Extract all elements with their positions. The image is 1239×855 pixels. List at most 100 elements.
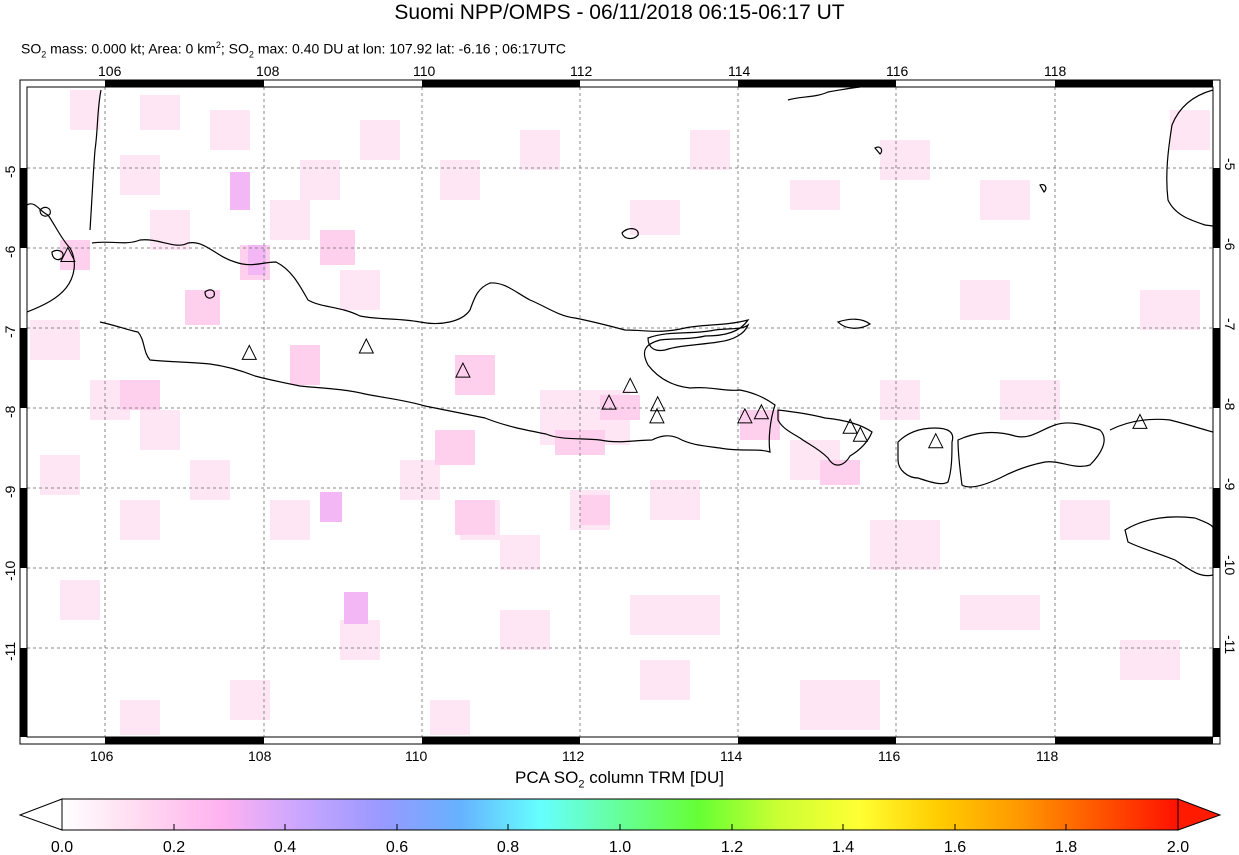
colorbar-tick: 1.6 [944, 839, 966, 855]
colorbar-tick: 1.2 [721, 839, 743, 855]
colorbar-under-arrow [18, 798, 63, 831]
lat-tick: -10 [1222, 555, 1238, 575]
subtitle-part: ; SO [220, 40, 249, 57]
coastline-island [1039, 183, 1047, 193]
subtitle-superscript: 2 [215, 40, 221, 50]
subtitle-subscript: 2 [41, 49, 47, 60]
map-subtitle: SO2 mass: 0.000 kt; Area: 0 km2; SO2 max… [21, 36, 566, 63]
lat-tick: -5 [2, 165, 18, 178]
map-title: Suomi NPP/OMPS - 06/11/2018 06:15-06:17 … [394, 1, 845, 24]
colorbar-title: PCA SO2 column TRM [DU] [0, 768, 1239, 790]
coastline-island [836, 318, 872, 329]
colorbar-tick: 1.8 [1055, 839, 1077, 855]
so2-pixel-layer [30, 90, 1210, 735]
volcano-triangle-icon [358, 337, 375, 354]
volcano-triangle-icon [455, 361, 471, 378]
lat-tick: -7 [2, 325, 18, 338]
volcano-triangle-icon [852, 426, 869, 442]
lon-tick: 106 [98, 63, 122, 79]
colorbar-tick: 1.4 [832, 839, 854, 855]
subtitle-part: mass: 0.000 kt; Area: 0 km [46, 40, 216, 57]
colorbar-title-part: column TRM [DU] [584, 768, 724, 787]
so2-pixel [30, 90, 1210, 735]
coastline-island [874, 146, 883, 155]
map-frame [19, 79, 1221, 745]
lat-tick: -10 [2, 561, 18, 581]
lat-tick: -8 [1222, 398, 1238, 411]
lon-tick: 114 [720, 748, 743, 764]
lon-tick: 108 [248, 748, 272, 764]
lon-ticks-top: 106 108 110 112 114 116 118 [98, 63, 1067, 79]
lon-tick: 114 [728, 63, 751, 79]
subtitle-part: max: 0.40 DU at lon: 107.92 lat: -6.16 ;… [253, 40, 566, 57]
colorbar-tick: 0.8 [497, 839, 519, 855]
coastline [27, 87, 1213, 577]
coastline-madura [647, 323, 750, 352]
coastline-lombok [897, 427, 954, 485]
coastline-kalimantan [787, 87, 861, 101]
map-grid [27, 87, 1213, 737]
coastline-sumatra [27, 203, 75, 313]
colorbar-title-part: PCA SO [515, 768, 579, 787]
coastline-java [91, 239, 776, 453]
coastline-island [204, 289, 215, 299]
colorbar-tick: 0.6 [386, 839, 408, 855]
lon-ticks-bottom: 106 108 110 112 114 116 118 [90, 748, 1059, 764]
lat-tick: -7 [1222, 318, 1238, 331]
coastline-island [51, 249, 64, 261]
volcano-triangle-icon [737, 407, 753, 424]
volcano-triangle-icon [622, 377, 639, 393]
lon-tick: 108 [256, 63, 280, 79]
lat-tick: -6 [1222, 238, 1238, 251]
lat-tick: -11 [1222, 635, 1238, 654]
coastline-island [39, 206, 51, 217]
coastline-sumatra-tip [89, 89, 102, 231]
volcano-triangle-icon [60, 246, 76, 263]
coastline-sumba [1124, 516, 1213, 577]
lon-tick: 106 [90, 748, 114, 764]
subtitle-part: SO [21, 40, 42, 57]
subtitle-subscript: 2 [248, 49, 254, 60]
colorbar-tick: 0.4 [274, 839, 296, 855]
volcano-triangle-icon [649, 395, 666, 412]
colorbar-over-arrow [1177, 798, 1222, 831]
colorbar-tick: 0.0 [51, 839, 73, 855]
so2-pixel [230, 172, 368, 624]
lat-tick: -6 [2, 245, 18, 258]
lon-tick: 110 [405, 748, 428, 764]
coastline-sulawesi [1166, 89, 1213, 227]
volcano-triangle-icon [649, 407, 665, 424]
coastline-bali [777, 409, 873, 466]
lon-tick: 112 [562, 748, 585, 764]
coastline-sumbawa [957, 422, 1105, 488]
volcano-triangle-icon [842, 418, 858, 434]
lon-tick: 116 [878, 748, 901, 764]
colorbar-tick: 1.0 [609, 839, 631, 855]
lat-tick: -11 [2, 642, 18, 661]
colorbar-title-subscript: 2 [578, 778, 585, 791]
lat-tick: -9 [1222, 478, 1238, 491]
lat-tick: -9 [2, 485, 18, 498]
colorbar: 0.0 0.2 0.4 0.6 0.8 1.0 1.2 1.4 1.6 1.8 … [18, 798, 1222, 855]
colorbar-tick: 2.0 [1167, 839, 1189, 855]
colorbar-tick: 0.2 [163, 839, 185, 855]
so2-pixel [60, 230, 860, 535]
volcano-triangle-icon [241, 344, 258, 360]
lat-ticks-left: -5 -6 -7 -8 -9 -10 -11 [2, 165, 18, 661]
lat-tick: -8 [2, 405, 18, 418]
lon-tick: 116 [886, 63, 909, 79]
volcano-triangle-icon [1132, 413, 1148, 429]
volcano-triangle-icon [601, 394, 617, 410]
coastline-sumbawa-east [1109, 418, 1213, 433]
volcano-triangle-icon [927, 432, 944, 449]
lon-tick: 118 [1044, 63, 1067, 79]
lon-tick: 118 [1036, 748, 1059, 764]
lat-ticks-right: -5 -6 -7 -8 -9 -10 -11 [1222, 158, 1238, 654]
coastline-island [621, 228, 639, 240]
lon-tick: 110 [413, 63, 436, 79]
lat-tick: -5 [1222, 158, 1238, 171]
volcano-markers [60, 246, 1148, 449]
volcano-triangle-icon [753, 403, 770, 420]
lon-tick: 112 [570, 63, 593, 79]
